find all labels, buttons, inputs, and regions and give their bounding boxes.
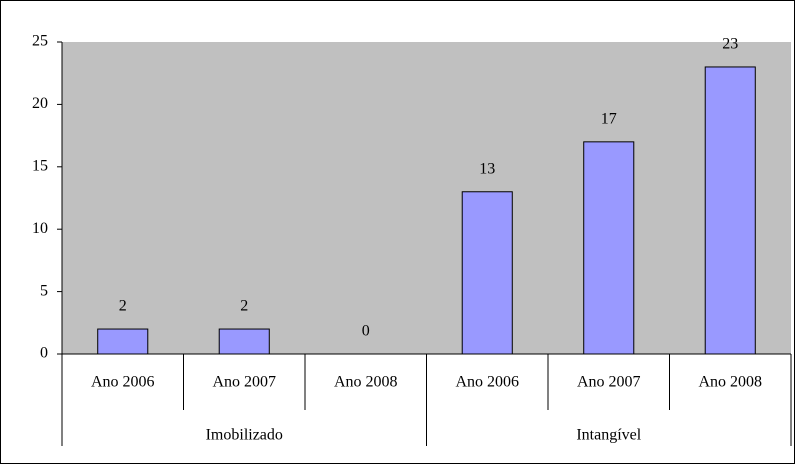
bar [583, 141, 635, 355]
bar [218, 328, 270, 355]
x-tick-label: Ano 2007 [577, 374, 641, 391]
y-tick-label: 15 [32, 157, 48, 174]
bar [461, 191, 513, 355]
value-label: 2 [240, 298, 248, 315]
group-label: Imobilizado [206, 427, 283, 444]
value-label: 2 [119, 298, 127, 315]
bar [704, 66, 756, 355]
bar [97, 328, 149, 355]
x-tick-label: Ano 2008 [334, 374, 398, 391]
x-tick-label: Ano 2006 [91, 374, 155, 391]
x-tick-label: Ano 2007 [212, 374, 276, 391]
plot-area [62, 42, 791, 354]
x-tick-label: Ano 2006 [455, 374, 519, 391]
x-tick-label: Ano 2008 [698, 374, 762, 391]
value-label: 0 [362, 323, 370, 340]
y-tick-label: 0 [40, 345, 48, 362]
y-tick-label: 5 [40, 282, 48, 299]
y-tick-label: 10 [32, 220, 48, 237]
y-tick-label: 25 [32, 33, 48, 50]
value-label: 13 [479, 160, 495, 177]
value-label: 23 [722, 36, 738, 53]
value-label: 17 [601, 111, 617, 128]
group-label: Intangível [576, 427, 641, 444]
y-tick-label: 20 [32, 95, 48, 112]
